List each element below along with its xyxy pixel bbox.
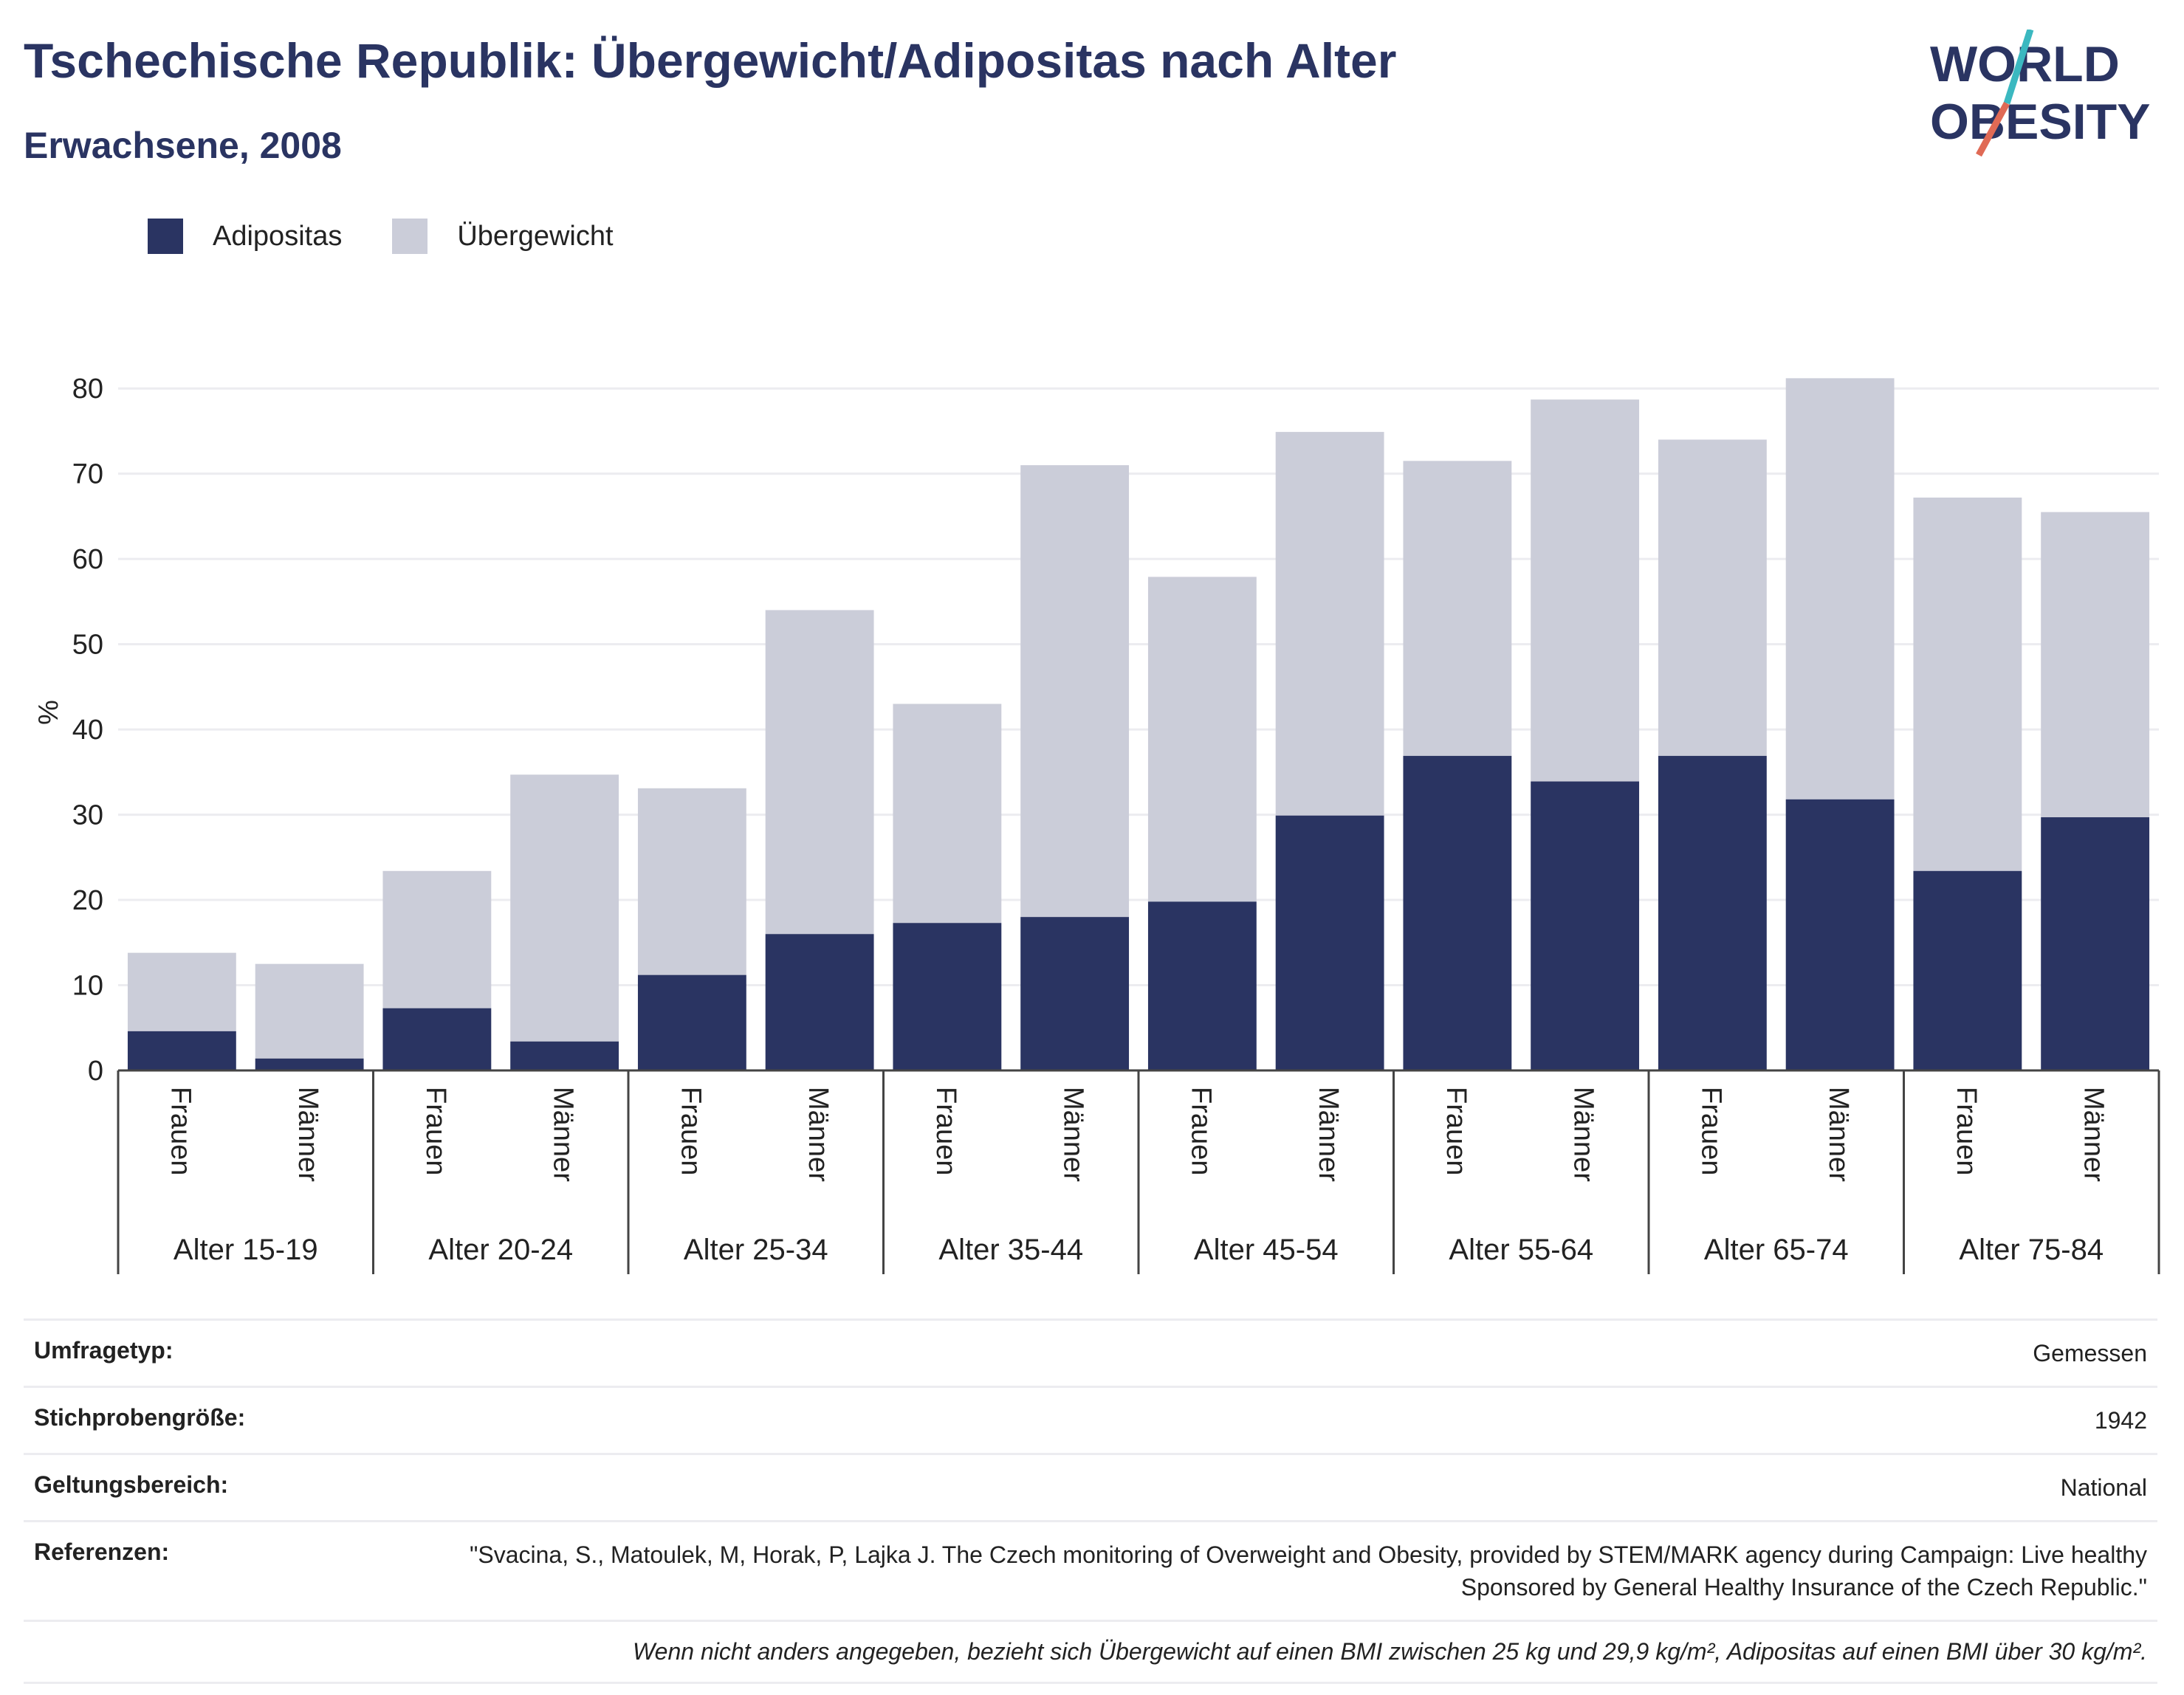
- bar-uebergewicht: [1658, 439, 1767, 756]
- x-subcategory-label: Männer: [2078, 1087, 2109, 1182]
- x-group-label: Alter 75-84: [1959, 1234, 2104, 1266]
- page-title: Tschechische Republik: Übergewicht/Adipo…: [24, 33, 1397, 88]
- info-value: National: [2060, 1474, 2147, 1501]
- bar-adipositas: [510, 1041, 619, 1070]
- x-subcategory-label: Frauen: [1695, 1087, 1726, 1175]
- legend-swatch: [392, 219, 428, 254]
- bar-adipositas: [1531, 781, 1640, 1070]
- x-subcategory-label: Frauen: [420, 1087, 451, 1175]
- x-subcategory-label: Männer: [548, 1087, 579, 1182]
- x-group-label: Alter 15-19: [174, 1234, 318, 1266]
- x-subcategory-label: Frauen: [930, 1087, 961, 1175]
- world-obesity-logo: WORLD OBESITY: [1930, 30, 2151, 157]
- x-subcategory-label: Frauen: [1951, 1087, 1982, 1175]
- y-tick-label: 80: [72, 374, 103, 405]
- x-subcategory-label: Männer: [1568, 1087, 1599, 1182]
- bar-adipositas: [1275, 815, 1384, 1070]
- y-tick-label: 30: [72, 800, 103, 831]
- legend-swatch: [148, 219, 183, 254]
- x-subcategory-label: Männer: [803, 1087, 834, 1182]
- info-value: Gemessen: [2033, 1340, 2147, 1366]
- x-group-label: Alter 25-34: [684, 1234, 828, 1266]
- bar-adipositas: [893, 923, 1002, 1070]
- x-subcategory-label: Frauen: [165, 1087, 196, 1175]
- bar-adipositas: [637, 974, 746, 1070]
- y-tick-label: 20: [72, 885, 103, 916]
- info-row-survey-type: Umfragetyp: Gemessen: [24, 1318, 2157, 1386]
- x-subcategory-label: Männer: [1058, 1087, 1089, 1182]
- bar-adipositas: [1785, 799, 1895, 1070]
- info-value: "Svacina, S., Matoulek, M, Horak, P, Laj…: [470, 1541, 2147, 1601]
- bar-adipositas: [1913, 870, 2022, 1070]
- info-label: Geltungsbereich:: [34, 1471, 229, 1498]
- x-group-label: Alter 65-74: [1704, 1234, 1849, 1266]
- x-group-label: Alter 55-64: [1449, 1234, 1593, 1266]
- x-group-label: Alter 45-54: [1194, 1234, 1339, 1266]
- info-label: Umfragetyp:: [34, 1337, 174, 1364]
- y-axis-label: %: [33, 700, 64, 725]
- bar-uebergewicht: [1785, 378, 1895, 800]
- bar-uebergewicht: [765, 610, 874, 935]
- bar-uebergewicht: [1913, 498, 2022, 871]
- bar-uebergewicht: [1147, 577, 1257, 902]
- bar-adipositas: [765, 934, 874, 1070]
- x-subcategory-label: Männer: [1823, 1087, 1854, 1182]
- bar-uebergewicht: [1275, 432, 1384, 816]
- legend-label: Adipositas: [213, 220, 343, 252]
- x-subcategory-label: Männer: [292, 1087, 323, 1182]
- bar-adipositas: [1020, 917, 1130, 1070]
- info-row-references: Referenzen: "Svacina, S., Matoulek, M, H…: [24, 1520, 2157, 1620]
- chart-legend: Adipositas Übergewicht: [148, 219, 664, 254]
- y-tick-label: 10: [72, 971, 103, 1002]
- info-value: 1942: [2094, 1407, 2147, 1434]
- x-subcategory-label: Frauen: [675, 1087, 706, 1175]
- bar-adipositas: [1403, 755, 1512, 1070]
- y-tick-label: 60: [72, 544, 103, 575]
- logo-slash-bottom: [1976, 101, 2010, 157]
- bar-uebergewicht: [637, 788, 746, 975]
- logo-text-obesity: OBESITY: [1930, 94, 2151, 150]
- page-subtitle: Erwachsene, 2008: [24, 125, 342, 166]
- stacked-bar-chart: 0 10 20 30 40 50 60 70 80% Frauen Männer Frauen Männ…: [33, 374, 2160, 1274]
- bar-uebergewicht: [1531, 399, 1640, 782]
- bar-adipositas: [2041, 817, 2150, 1070]
- y-tick-label: 0: [88, 1056, 103, 1087]
- bar-uebergewicht: [127, 952, 236, 1031]
- y-tick-label: 50: [72, 630, 103, 661]
- bar-uebergewicht: [893, 704, 1002, 924]
- bar-uebergewicht: [2041, 512, 2150, 818]
- bar-uebergewicht: [1403, 461, 1512, 756]
- y-tick-label: 70: [72, 459, 103, 490]
- y-tick-label: 40: [72, 715, 103, 746]
- x-subcategory-label: Frauen: [1440, 1087, 1472, 1175]
- bar-uebergewicht: [382, 870, 492, 1008]
- bar-adipositas: [1147, 901, 1257, 1070]
- info-row-sample-size: Stichprobengröße: 1942: [24, 1386, 2157, 1453]
- x-subcategory-label: Männer: [1313, 1087, 1344, 1182]
- info-table: Umfragetyp: Gemessen Stichprobengröße: 1…: [24, 1318, 2157, 1684]
- info-label: Referenzen:: [34, 1538, 170, 1565]
- footnote: Wenn nicht anders angegeben, bezieht sic…: [24, 1620, 2157, 1684]
- bar-uebergewicht: [510, 774, 619, 1042]
- info-label: Stichprobengröße:: [34, 1404, 246, 1431]
- bar-uebergewicht: [255, 963, 364, 1059]
- bar-adipositas: [127, 1031, 236, 1070]
- x-group-label: Alter 20-24: [428, 1234, 573, 1266]
- bar-adipositas: [255, 1058, 364, 1070]
- legend-label: Übergewicht: [457, 220, 614, 252]
- bar-uebergewicht: [1020, 465, 1130, 918]
- logo-slash-top: [2003, 30, 2034, 105]
- bar-adipositas: [1658, 755, 1767, 1070]
- info-row-coverage: Geltungsbereich: National: [24, 1453, 2157, 1520]
- x-group-label: Alter 35-44: [938, 1234, 1083, 1266]
- bar-adipositas: [382, 1008, 492, 1070]
- x-subcategory-label: Frauen: [1185, 1087, 1216, 1175]
